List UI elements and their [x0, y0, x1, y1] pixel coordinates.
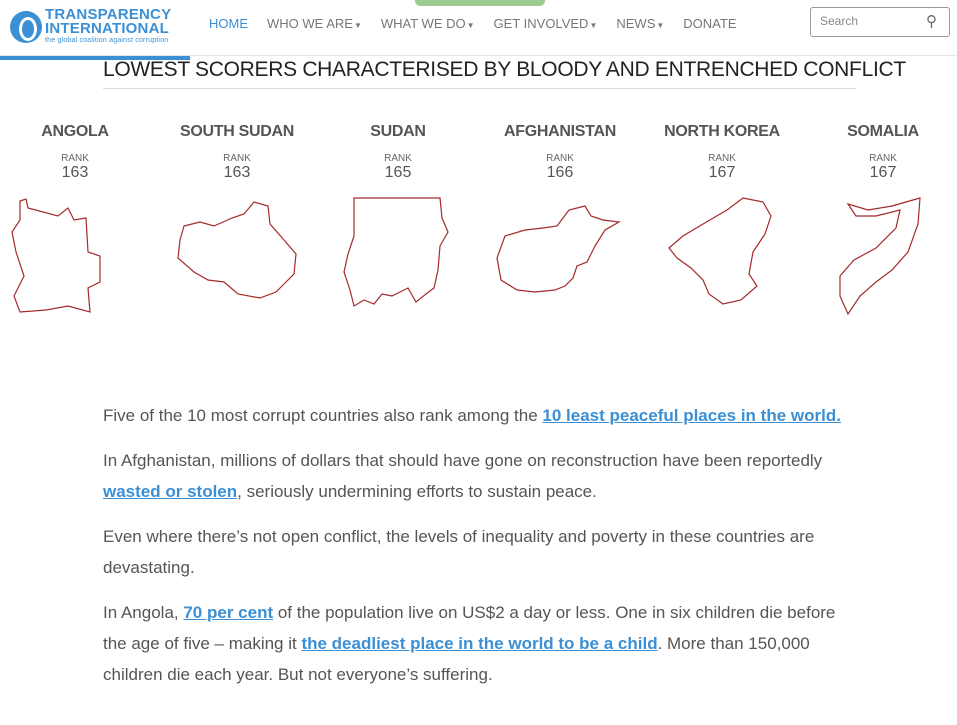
top-nav: TRANSPARENCY INTERNATIONAL the global co… [0, 0, 957, 56]
rank-label: RANK [223, 153, 251, 164]
text: , seriously undermining efforts to susta… [237, 482, 597, 501]
rank-value: 167 [869, 164, 897, 181]
logo-line1: TRANSPARENCY [45, 6, 172, 23]
nav-home[interactable]: HOME [209, 16, 248, 31]
rank-value: 165 [384, 164, 412, 181]
text: In Afghanistan, millions of dollars that… [103, 451, 823, 470]
nav-donate[interactable]: DONATE [683, 16, 737, 31]
rank-label: RANK [546, 153, 574, 164]
logo-line2: INTERNATIONAL [45, 20, 169, 37]
text: In Angola, [103, 603, 184, 622]
text: Five of the 10 most corrupt countries al… [103, 406, 543, 425]
paragraph: Even where there’s not open conflict, th… [103, 527, 815, 577]
rank-label: RANK [869, 153, 897, 164]
rank-value: 163 [61, 164, 89, 181]
rank-label: RANK [708, 153, 736, 164]
paragraph: In Afghanistan, millions of dollars that… [103, 445, 843, 507]
scroll-progress-bar [0, 56, 190, 60]
label: WHO WE ARE [267, 16, 353, 31]
country-name: SOUTH SUDAN [179, 123, 295, 140]
country-outline [496, 205, 621, 293]
rank-label: RANK [384, 153, 412, 164]
link-wasted-or-stolen[interactable]: wasted or stolen [103, 482, 238, 501]
rank-value: 167 [708, 164, 736, 181]
rank-value: 166 [546, 164, 574, 181]
logo[interactable]: TRANSPARENCY INTERNATIONAL the global co… [10, 6, 172, 45]
label: NEWS [616, 16, 656, 31]
search-input[interactable]: Search ⚲ [810, 7, 950, 37]
link-least-peaceful[interactable]: 10 least peaceful places in the world. [542, 406, 841, 425]
paragraph: In Angola, 70 per cent of the population… [103, 597, 843, 690]
country-card: ANGOLA RANK 163 [0, 123, 150, 323]
caret-down-icon: ▼ [353, 21, 362, 30]
article-body: Five of the 10 most corrupt countries al… [103, 400, 843, 704]
country-outline [11, 198, 101, 313]
section-heading: LOWEST SCORERS CHARACTERISED BY BLOODY A… [103, 58, 906, 89]
nav-what-we-do[interactable]: WHAT WE DO▼ [381, 16, 475, 31]
country-card: AFGHANISTAN RANK 166 [485, 123, 635, 323]
globe-logo-icon [10, 10, 42, 43]
link-70-per-cent[interactable]: 70 per cent [183, 603, 274, 622]
country-outline-map [668, 197, 772, 305]
country-name: AFGHANISTAN [504, 123, 616, 140]
country-outline-map [11, 198, 101, 313]
country-outline-map [343, 197, 449, 307]
label: GET INVOLVED [493, 16, 589, 31]
country-card: SOMALIA RANK 167 [808, 123, 957, 323]
country-outline-map [496, 205, 621, 293]
country-card: SOUTH SUDAN RANK 163 [162, 123, 312, 323]
country-outline-map [177, 201, 297, 299]
country-outline [668, 197, 772, 305]
search-icon[interactable]: ⚲ [926, 13, 937, 30]
rank-label: RANK [61, 153, 89, 164]
caret-down-icon: ▼ [656, 21, 665, 30]
text: of the population live on US$2 a day or … [103, 603, 836, 653]
caret-down-icon: ▼ [589, 21, 598, 30]
country-name: SOMALIA [847, 123, 919, 140]
link-deadliest-place[interactable]: the deadliest place in the world to be a… [301, 634, 658, 653]
nav-news[interactable]: NEWS▼ [616, 16, 664, 31]
paragraph: Five of the 10 most corrupt countries al… [103, 400, 843, 431]
country-outline [343, 197, 449, 307]
rank-value: 163 [223, 164, 251, 181]
logo-tagline: the global coalition against corruption [45, 37, 169, 44]
nav-who-we-are[interactable]: WHO WE ARE▼ [267, 16, 362, 31]
nav-get-involved[interactable]: GET INVOLVED▼ [494, 16, 598, 31]
country-outline [177, 201, 297, 299]
country-outline-map [839, 197, 921, 316]
label: WHAT WE DO [380, 16, 466, 31]
country-card: NORTH KOREA RANK 167 [647, 123, 797, 323]
country-name: SUDAN [370, 123, 426, 140]
country-outline [839, 197, 921, 316]
text: . More than 150,000 children die each ye… [103, 634, 810, 684]
search-placeholder: Search [820, 14, 859, 28]
country-name: ANGOLA [41, 123, 109, 140]
country-card: SUDAN RANK 165 [323, 123, 473, 323]
country-name: NORTH KOREA [664, 123, 780, 140]
caret-down-icon: ▼ [466, 21, 475, 30]
green-tab[interactable] [415, 0, 545, 6]
